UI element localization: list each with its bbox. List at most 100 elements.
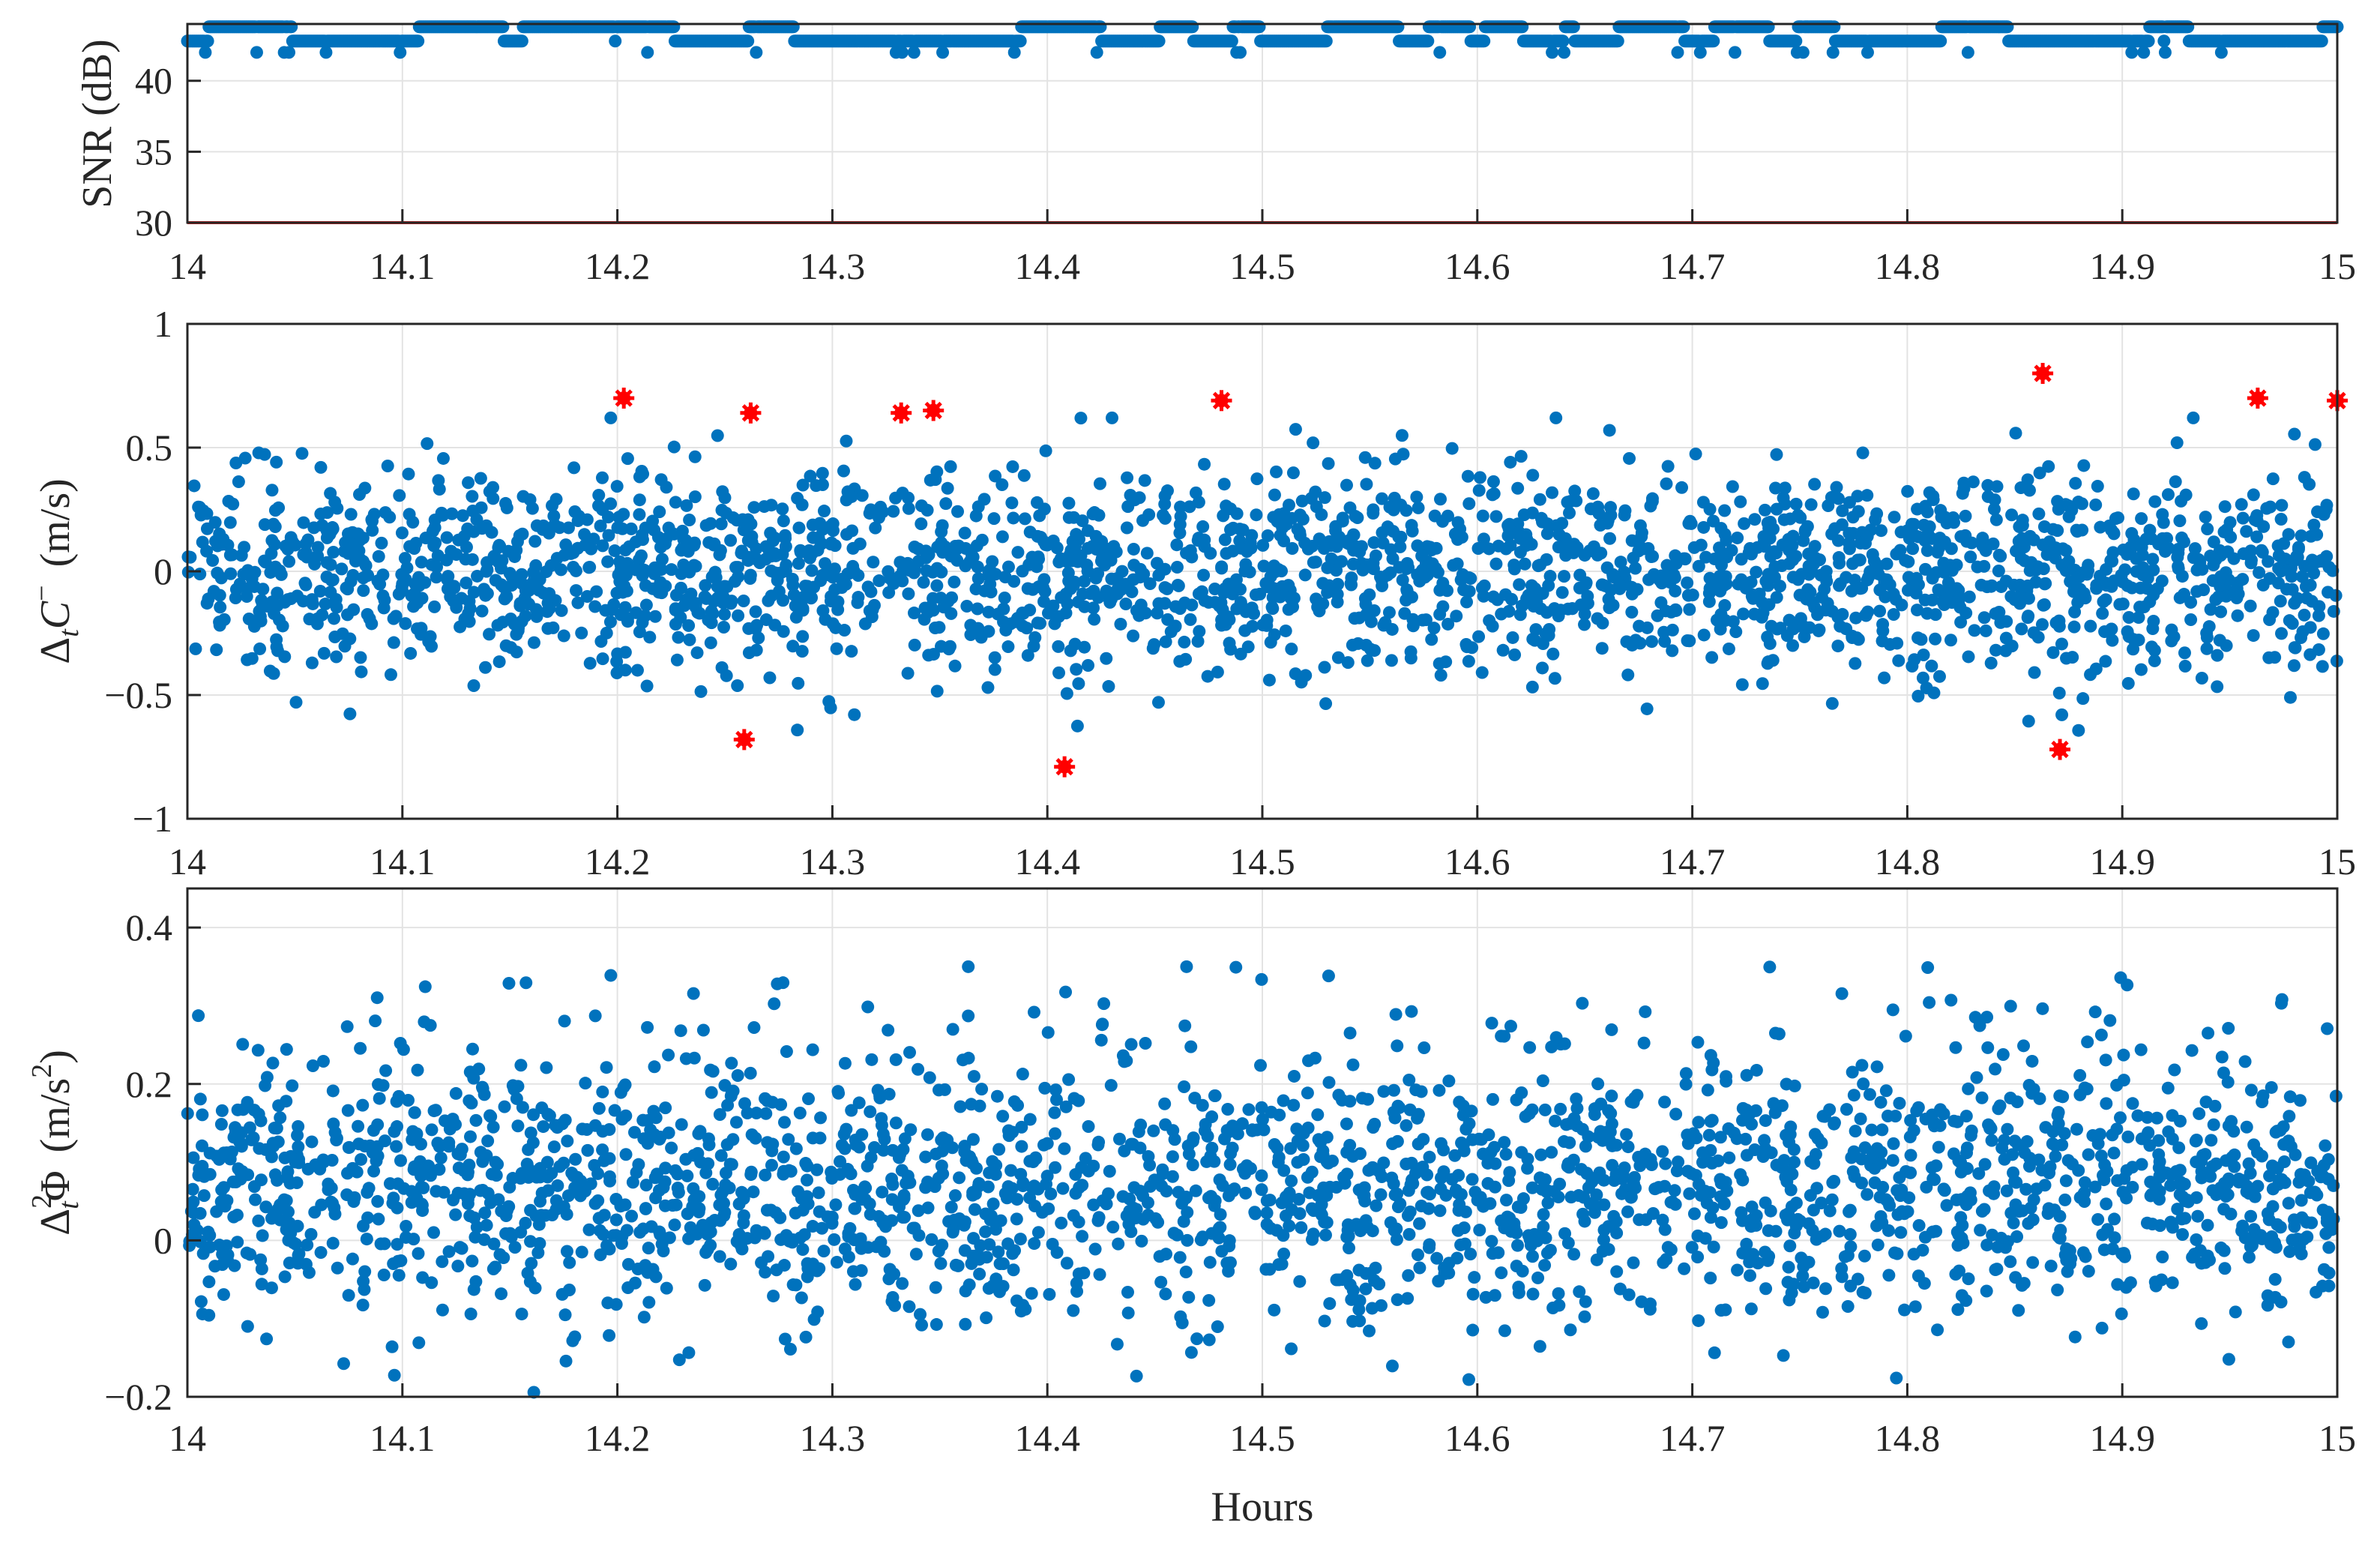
code-rate-point	[583, 657, 597, 670]
code-rate-point	[1068, 575, 1082, 589]
code-rate-point	[1786, 639, 1800, 652]
code-rate-point	[2022, 610, 2035, 623]
snr-point	[1826, 46, 1840, 59]
code-rate-point	[2202, 620, 2216, 634]
code-rate-point	[570, 584, 583, 598]
code-rate-point	[1525, 538, 1538, 551]
code-rate-point	[633, 625, 646, 639]
code-rate-point	[237, 568, 250, 581]
code-rate-point	[1813, 623, 1826, 637]
code-rate-point	[561, 521, 575, 535]
code-rate-point	[1666, 644, 1679, 658]
code-rate-point	[855, 489, 869, 502]
code-rate-point	[1321, 561, 1334, 574]
code-rate-point	[1475, 666, 1489, 679]
snr-panel: 14 14.1 14.2 14.3 14.4 14.5 14.6 14.7 14.8 14.9 15…	[74, 20, 2356, 287]
code-rate-point	[1552, 541, 1565, 554]
code-rate-point	[567, 461, 581, 475]
code-rate-point	[1987, 502, 2001, 516]
code-rate-point	[1286, 466, 1300, 480]
code-rate-point	[1412, 501, 1425, 514]
code-rate-point	[1574, 598, 1588, 612]
code-rate-point	[1890, 547, 1903, 561]
code-rate-point	[1174, 500, 1187, 514]
code-rate-point	[848, 708, 861, 721]
phase-accel-point	[2164, 1215, 2178, 1229]
phase-accel-point	[486, 1120, 500, 1134]
code-rate-point	[265, 484, 279, 497]
code-rate-point	[1669, 584, 1682, 598]
code-rate-point	[554, 563, 567, 577]
code-rate-point	[258, 518, 271, 532]
code-rate-point	[2200, 642, 2214, 655]
code-rate-point	[987, 512, 1001, 526]
code-rate-point	[1669, 557, 1683, 571]
code-rate-point	[529, 603, 543, 616]
phase-accel-point	[1043, 1287, 1056, 1301]
code-rate-point	[1215, 560, 1229, 574]
code-rate-point	[2313, 600, 2326, 613]
code-rate-point	[604, 411, 618, 424]
code-rate-point	[1105, 572, 1118, 586]
code-rate-point	[1957, 476, 1971, 490]
code-rate-point	[633, 508, 646, 521]
code-rate-point	[523, 493, 537, 506]
code-rate-point	[1894, 526, 1908, 539]
code-rate-point	[1848, 574, 1861, 587]
code-rate-point	[1313, 604, 1326, 618]
snr-point	[786, 20, 800, 34]
code-rate-point	[1215, 619, 1229, 632]
code-rate-point	[1346, 557, 1360, 571]
code-rate-point	[1250, 472, 1264, 486]
code-rate-point	[694, 685, 708, 698]
code-rate-point	[816, 604, 830, 618]
code-rate-point	[786, 640, 800, 653]
code-rate-point	[253, 642, 267, 655]
phase-accel-point	[1340, 1117, 1353, 1131]
code-rate-point	[2220, 523, 2234, 537]
code-rate-point	[2315, 553, 2328, 567]
code-rate-point	[717, 620, 731, 634]
code-rate-point	[1811, 608, 1825, 622]
code-rate-point	[594, 635, 608, 649]
code-rate-point	[1001, 640, 1015, 654]
code-rate-point	[795, 645, 809, 658]
code-rate-point	[1984, 580, 1998, 593]
code-rate-point	[1098, 559, 1112, 572]
code-rate-point	[450, 548, 463, 562]
code-rate-point	[602, 529, 615, 542]
code-rate-point	[2027, 626, 2040, 640]
code-rate-point	[1345, 578, 1358, 592]
code-rate-point	[1034, 616, 1047, 630]
phase-accel-point	[975, 1083, 989, 1096]
code-rate-point	[1850, 631, 1864, 645]
code-rate-point	[1614, 580, 1627, 593]
code-rate-point	[2146, 622, 2160, 636]
code-rate-point	[2067, 620, 2081, 634]
snr-point	[283, 46, 296, 59]
code-rate-point	[735, 544, 749, 558]
code-rate-point	[2200, 631, 2214, 644]
x-tick-label: 14.4	[1014, 840, 1080, 882]
code-rate-point	[1179, 652, 1193, 666]
code-rate-point	[270, 455, 283, 469]
phase-accel-point	[852, 1096, 866, 1110]
code-rate-point	[2121, 579, 2134, 592]
code-rate-point	[381, 460, 394, 473]
code-rate-point	[2052, 619, 2066, 633]
code-rate-point	[988, 663, 1001, 676]
phase-accel-point	[371, 1194, 385, 1208]
phase-accel-point	[1323, 1297, 1337, 1311]
code-rate-point	[866, 603, 879, 616]
code-rate-point	[1918, 562, 1932, 576]
code-rate-point	[2218, 500, 2232, 514]
code-rate-point	[1540, 553, 1553, 566]
code-rate-point	[2122, 610, 2136, 624]
outlier-marker	[1211, 390, 1232, 412]
code-rate-point	[1089, 571, 1103, 585]
code-rate-point	[1861, 605, 1875, 619]
code-rate-point	[475, 604, 489, 618]
code-rate-point	[1464, 572, 1477, 586]
code-rate-point	[982, 565, 995, 578]
code-rate-point	[1591, 548, 1604, 562]
